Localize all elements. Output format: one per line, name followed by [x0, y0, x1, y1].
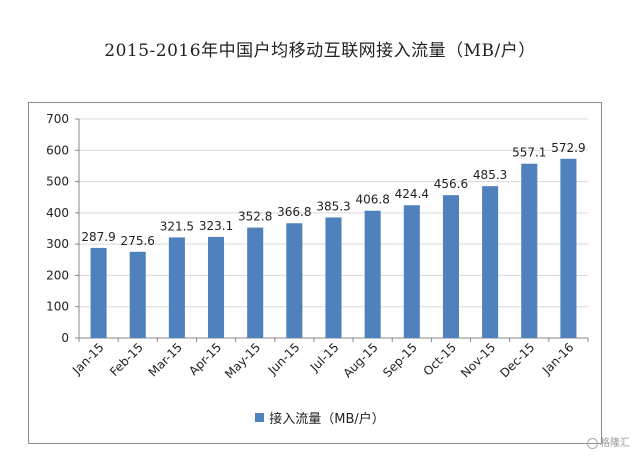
y-tick-label: 200	[46, 268, 69, 282]
bar	[129, 251, 146, 338]
watermark: 格隆汇	[587, 434, 630, 449]
legend-swatch	[255, 413, 265, 422]
data-label: 366.8	[277, 205, 311, 219]
y-tick-label: 0	[61, 331, 69, 345]
chart-frame	[28, 102, 602, 444]
chart-title: 2015-2016年中国户均移动互联网接入流量（MB/户）	[104, 41, 536, 61]
bar	[364, 210, 381, 338]
bar	[286, 223, 303, 338]
bar	[168, 237, 185, 338]
bar	[325, 217, 342, 338]
y-tick-label: 100	[46, 300, 69, 314]
legend: 接入流量（MB/户）	[0, 408, 640, 427]
data-label: 424.4	[395, 187, 429, 201]
bar	[521, 163, 538, 338]
bar	[208, 236, 225, 338]
y-tick-label: 700	[46, 112, 69, 126]
bar	[560, 158, 577, 338]
data-label: 352.8	[238, 210, 272, 224]
x-tick-label: Jan-16	[539, 340, 577, 378]
x-tick-label: Apr-15	[186, 340, 224, 378]
x-tick-label: Jul-15	[307, 340, 342, 375]
x-tick-label: Mar-15	[146, 340, 185, 379]
bar	[403, 205, 420, 338]
data-label: 385.3	[316, 199, 350, 213]
data-label: 485.3	[473, 168, 507, 182]
watermark-text: 格隆汇	[600, 438, 630, 449]
x-tick-label: May-15	[222, 340, 263, 381]
data-label: 321.5	[160, 219, 194, 233]
x-tick-label: Aug-15	[340, 340, 380, 380]
bar	[442, 195, 459, 338]
data-label: 275.6	[121, 234, 155, 248]
y-tick-label: 300	[46, 237, 69, 251]
bar	[247, 227, 264, 338]
data-label: 406.8	[355, 193, 389, 207]
x-tick-label: Nov-15	[458, 340, 498, 380]
watermark-logo-icon	[587, 437, 598, 449]
data-label: 572.9	[551, 141, 585, 155]
data-label: 557.1	[512, 146, 546, 160]
x-tick-label: Feb-15	[107, 340, 146, 379]
legend-label: 接入流量（MB/户）	[269, 412, 385, 427]
data-label: 456.6	[434, 177, 468, 191]
x-tick-label: Jun-15	[265, 340, 303, 378]
data-label: 287.9	[81, 230, 115, 244]
data-label: 323.1	[199, 219, 233, 233]
bar	[90, 247, 107, 338]
y-tick-label: 600	[46, 143, 69, 157]
y-tick-label: 400	[46, 206, 69, 220]
x-tick-label: Oct-15	[421, 340, 459, 378]
x-tick-label: Sep-15	[380, 340, 420, 380]
y-tick-label: 500	[46, 175, 69, 189]
x-tick-label: Jan-15	[69, 340, 107, 378]
x-tick-label: Dec-15	[497, 340, 537, 380]
bar	[482, 186, 499, 338]
